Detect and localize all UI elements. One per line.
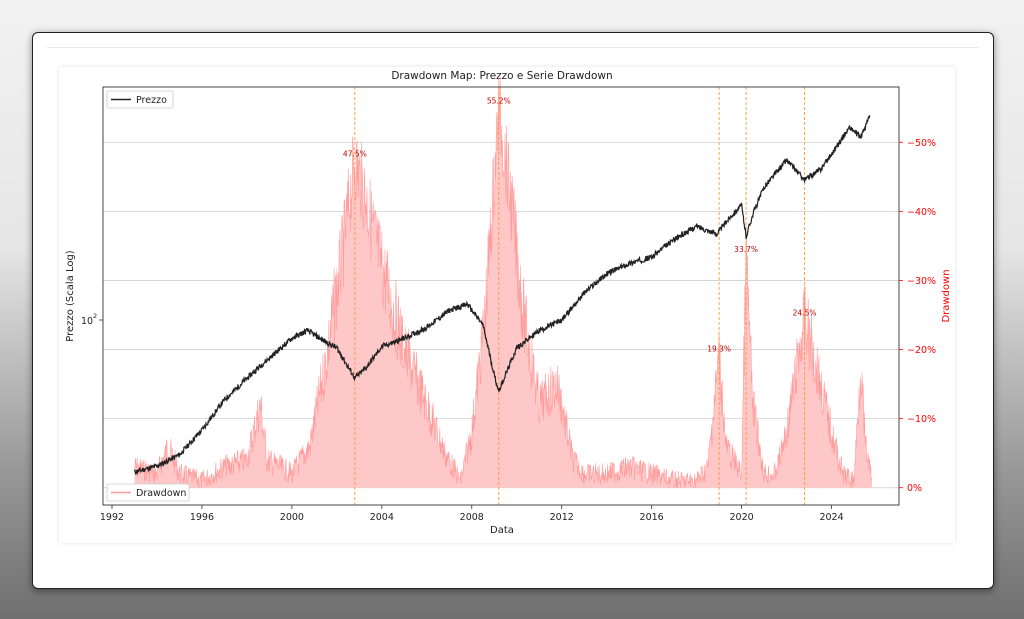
drawdown-annotation: 33.7%	[734, 245, 758, 254]
chart-title: Drawdown Map: Prezzo e Serie Drawdown	[391, 70, 612, 82]
x-tick-label: 1992	[100, 512, 124, 523]
window-frame: Drawdown Map: Prezzo e Serie Drawdown 47…	[32, 32, 994, 589]
drawdown-chart: Drawdown Map: Prezzo e Serie Drawdown 47…	[65, 70, 952, 536]
right-tick-label: −10%	[907, 414, 936, 425]
x-tick-label: 2008	[460, 512, 484, 523]
legend-drawdown: Drawdown	[106, 483, 190, 502]
frame-divider	[47, 47, 979, 48]
right-axis-ticks: 0% −10% −20% −30% −40% −50%	[899, 138, 936, 494]
right-tick-label: −30%	[907, 276, 936, 287]
x-tick-label: 2004	[370, 512, 394, 523]
left-tick-label: 10	[81, 316, 93, 327]
legend-price-label: Prezzo	[136, 95, 167, 106]
drawdown-annotation: 55.2%	[487, 96, 511, 105]
plot-frame	[102, 86, 900, 506]
x-axis-ticks: 1992 1996 2000 2004 2008 2012 2016 2020 2024	[100, 505, 844, 523]
right-tick-label: 0%	[907, 483, 922, 494]
right-axis-label: Drawdown	[941, 269, 952, 322]
x-tick-label: 2012	[550, 512, 574, 523]
left-axis-label: Prezzo (Scala Log)	[65, 250, 76, 342]
drawdown-annotations: 47.5% 55.2% 19.3% 33.7% 24.5%	[343, 96, 817, 353]
price-series	[133, 115, 871, 476]
x-tick-label: 2020	[730, 512, 754, 523]
drawdown-series	[134, 76, 873, 489]
drawdown-annotation: 47.5%	[343, 150, 367, 159]
right-tick-label: −50%	[907, 138, 936, 149]
x-tick-label: 2016	[640, 512, 664, 523]
left-axis-tick: 10 2	[81, 312, 103, 327]
left-tick-exponent: 2	[93, 312, 97, 320]
x-tick-label: 2000	[280, 512, 304, 523]
drawdown-annotation: 19.3%	[707, 344, 731, 353]
x-tick-label: 2024	[819, 512, 843, 523]
drawdown-area	[134, 76, 872, 488]
drawdown-line	[134, 76, 873, 489]
right-tick-label: −40%	[907, 207, 936, 218]
x-axis-label: Data	[490, 525, 514, 536]
figure-panel: Drawdown Map: Prezzo e Serie Drawdown 47…	[59, 67, 955, 543]
legend-price: Prezzo	[106, 90, 174, 109]
right-tick-label: −20%	[907, 345, 936, 356]
drawdown-annotation: 24.5%	[793, 308, 817, 317]
price-line	[133, 115, 871, 476]
x-tick-label: 1996	[190, 512, 214, 523]
legend-drawdown-label: Drawdown	[136, 488, 186, 499]
